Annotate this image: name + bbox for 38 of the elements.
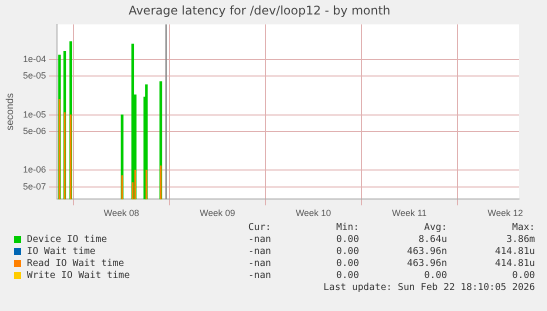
y-axis-title: seconds [4, 93, 16, 130]
text: Max: [511, 222, 536, 234]
x-tick-label: Week 11 [392, 208, 427, 218]
text: -nan [247, 246, 272, 258]
text: 0.00 [423, 270, 448, 282]
text: Avg: [423, 222, 448, 234]
legend-label: IO Wait time [26, 246, 96, 258]
text: 0.00 [335, 258, 360, 270]
x-tick-label: Week 10 [296, 208, 332, 218]
y-tick-label: 5e-07 [22, 181, 46, 192]
text: -nan [247, 234, 272, 246]
x-tick-label: Week 09 [200, 208, 236, 218]
y-tick-label: 1e-05 [22, 109, 46, 120]
text: 463.96n [406, 246, 448, 258]
text: Min: [335, 222, 360, 234]
y-tick-label: 1e-06 [22, 164, 46, 175]
text: 0.00 [511, 270, 536, 282]
legend-label: Read IO Wait time [26, 258, 126, 270]
x-tick-label: Week 12 [488, 208, 523, 218]
y-tick-label: 1e-04 [22, 54, 46, 64]
y-tick-label: 5e-06 [22, 126, 46, 136]
text: -nan [247, 270, 272, 282]
text: -nan [247, 258, 272, 270]
legend-label: Write IO Wait time [26, 270, 131, 282]
x-tick-label: Week 08 [104, 208, 140, 218]
legend-label: Device IO time [26, 234, 108, 246]
text: 0.00 [335, 234, 360, 246]
text: Cur: [247, 222, 272, 234]
text: 414.81u [494, 246, 536, 258]
chart-title: Average latency for /dev/loop12 - by month [128, 3, 390, 18]
text: 463.96n [406, 258, 448, 270]
text: Last update: Sun Feb 22 18:10:05 2026 [322, 282, 535, 293]
text: 0.00 [335, 246, 360, 258]
text: 414.81u [494, 258, 536, 270]
text: 3.86m [505, 234, 536, 246]
text: 0.00 [335, 270, 360, 282]
text: 8.64u [417, 234, 448, 246]
y-tick-label: 5e-05 [22, 70, 46, 81]
